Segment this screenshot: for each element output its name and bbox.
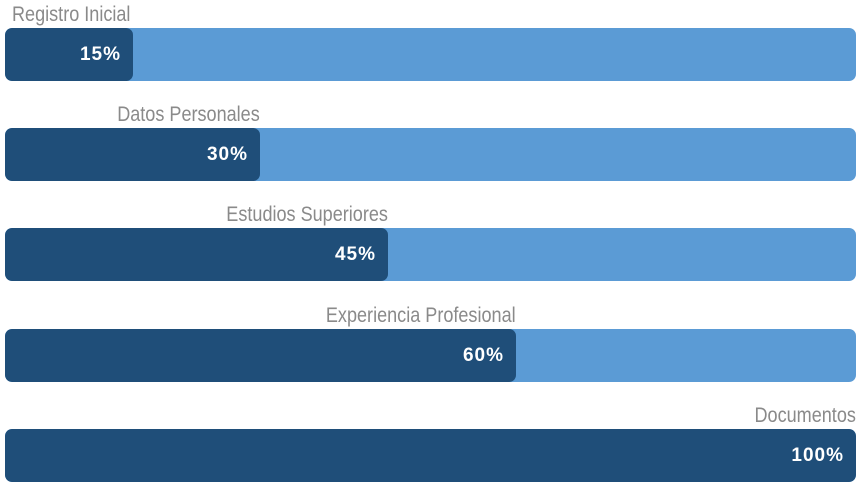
step-estudios-superiores: Estudios Superiores 45% xyxy=(5,202,856,281)
progress-bar-track: 100% xyxy=(5,429,856,482)
step-label: Documentos xyxy=(754,404,856,427)
step-label: Estudios Superiores xyxy=(226,203,388,226)
step-label: Datos Personales xyxy=(117,103,260,126)
progress-bar-fill: 100% xyxy=(5,429,856,482)
progress-bar-fill: 30% xyxy=(5,128,260,181)
step-registro-inicial: Registro Inicial 15% xyxy=(5,2,856,81)
step-documentos: Documentos 100% xyxy=(5,403,856,482)
progress-value: 100% xyxy=(791,445,844,466)
progress-bar-track: 15% xyxy=(5,28,856,81)
progress-value: 30% xyxy=(206,144,248,165)
progress-bar-track: 30% xyxy=(5,128,856,181)
step-label: Experiencia Profesional xyxy=(326,304,516,327)
progress-value: 15% xyxy=(79,44,121,65)
progress-bar-fill: 15% xyxy=(5,28,133,81)
step-label: Registro Inicial xyxy=(12,3,131,26)
step-experiencia-profesional: Experiencia Profesional 60% xyxy=(5,303,856,382)
progress-value: 60% xyxy=(462,345,504,366)
step-datos-personales: Datos Personales 30% xyxy=(5,102,856,181)
progress-bar-fill: 60% xyxy=(5,329,516,382)
progress-bar-fill: 45% xyxy=(5,228,388,281)
progress-bar-track: 60% xyxy=(5,329,856,382)
progress-value: 45% xyxy=(334,244,376,265)
progress-bar-track: 45% xyxy=(5,228,856,281)
